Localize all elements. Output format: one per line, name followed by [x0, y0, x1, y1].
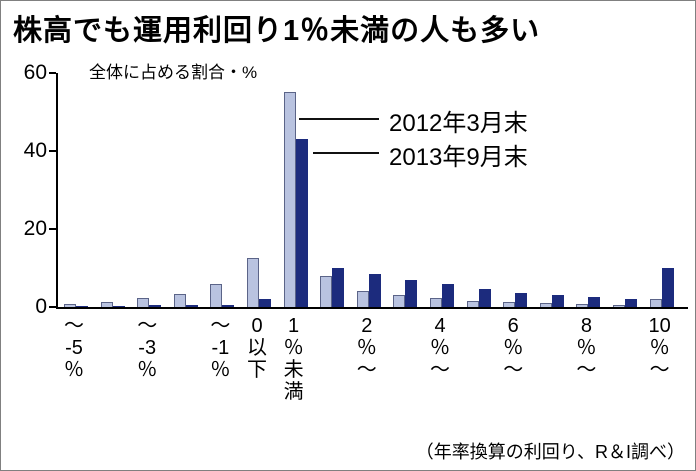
- x-tick-label-8％〜: 8 ％〜: [576, 315, 597, 381]
- y-axis-label: 全体に占める割合・%: [89, 63, 258, 82]
- bar-2012年3月末-10: [430, 298, 442, 307]
- x-tick-label-〜-3％: 〜 -3 ％: [137, 315, 158, 381]
- legend-label-2013: 2013年9月末: [389, 144, 528, 171]
- chart-title: 株高でも運用利回り1％未満の人も多い: [13, 15, 541, 47]
- bar-2013年9月末-13: [551, 295, 564, 307]
- bar-2013年9月末-4: [222, 305, 235, 307]
- x-tick-label-6％〜: 6 ％〜: [503, 315, 524, 381]
- bar-2012年3月末-15: [613, 305, 625, 307]
- bar-2013年9月末-8: [368, 274, 381, 307]
- bar-2013年9月末-0: [76, 306, 88, 307]
- x-tick-label-1％未満: 1 ％未満: [283, 315, 304, 403]
- y-tick-mark-20: [49, 228, 56, 230]
- bar-2012年3月末-13: [539, 303, 552, 307]
- bar-2012年3月末-11: [466, 301, 479, 307]
- bar-2012年3月末-0: [64, 304, 76, 307]
- bar-2013年9月末-12: [515, 293, 528, 307]
- bar-2013年9月末-3: [185, 305, 198, 307]
- bar-2013年9月末-7: [332, 268, 345, 307]
- x-tick-label-〜-5％: 〜 -5 ％: [64, 315, 84, 381]
- bar-2013年9月末-10: [442, 284, 454, 307]
- x-tick-label-10％〜: 10 ％〜: [648, 315, 671, 381]
- bar-2012年3月末-7: [320, 276, 333, 307]
- bar-2012年3月末-6: [283, 92, 296, 307]
- y-tick-mark-60: [49, 72, 56, 74]
- bar-2013年9月末-2: [149, 305, 162, 307]
- bar-2013年9月末-15: [625, 299, 637, 307]
- y-tick-mark-0: [49, 306, 56, 308]
- bar-2012年3月末-2: [137, 298, 150, 307]
- bar-2013年9月末-6: [295, 139, 308, 307]
- bar-2012年3月末-1: [100, 302, 113, 307]
- bar-2012年3月末-9: [393, 295, 406, 307]
- bar-2012年3月末-16: [649, 299, 662, 307]
- y-tick-mark-40: [49, 150, 56, 152]
- x-tick-label-2％〜: 2 ％〜: [356, 315, 377, 381]
- bar-2013年9月末-9: [405, 280, 418, 307]
- bar-2013年9月末-14: [588, 297, 601, 307]
- x-tick-label-〜-1％: 〜 -1 ％: [210, 315, 231, 381]
- y-tick-label-20: 20: [23, 217, 47, 240]
- source-note: （年率換算の利回り、R＆I調べ）: [415, 442, 685, 462]
- bar-2012年3月末-4: [210, 284, 223, 307]
- y-tick-label-40: 40: [23, 139, 47, 162]
- y-tick-label-0: 0: [35, 295, 47, 318]
- bar-2013年9月末-5: [259, 299, 271, 307]
- bar-2012年3月末-14: [576, 304, 589, 307]
- y-tick-label-60: 60: [23, 61, 47, 84]
- bar-2012年3月末-12: [503, 302, 516, 307]
- bar-2013年9月末-11: [478, 289, 491, 307]
- legend-pointer-line-2013: [313, 152, 379, 154]
- bar-2012年3月末-8: [356, 291, 369, 307]
- bar-2013年9月末-16: [661, 268, 674, 307]
- legend-pointer-line-2012: [299, 118, 379, 120]
- plot-area: [56, 73, 688, 309]
- bar-2012年3月末-3: [173, 294, 186, 307]
- x-tick-label-4％〜: 4 ％〜: [430, 315, 450, 381]
- bar-2012年3月末-5: [247, 258, 259, 307]
- bar-2013年9月末-1: [112, 306, 125, 307]
- legend-label-2012: 2012年3月末: [389, 110, 528, 137]
